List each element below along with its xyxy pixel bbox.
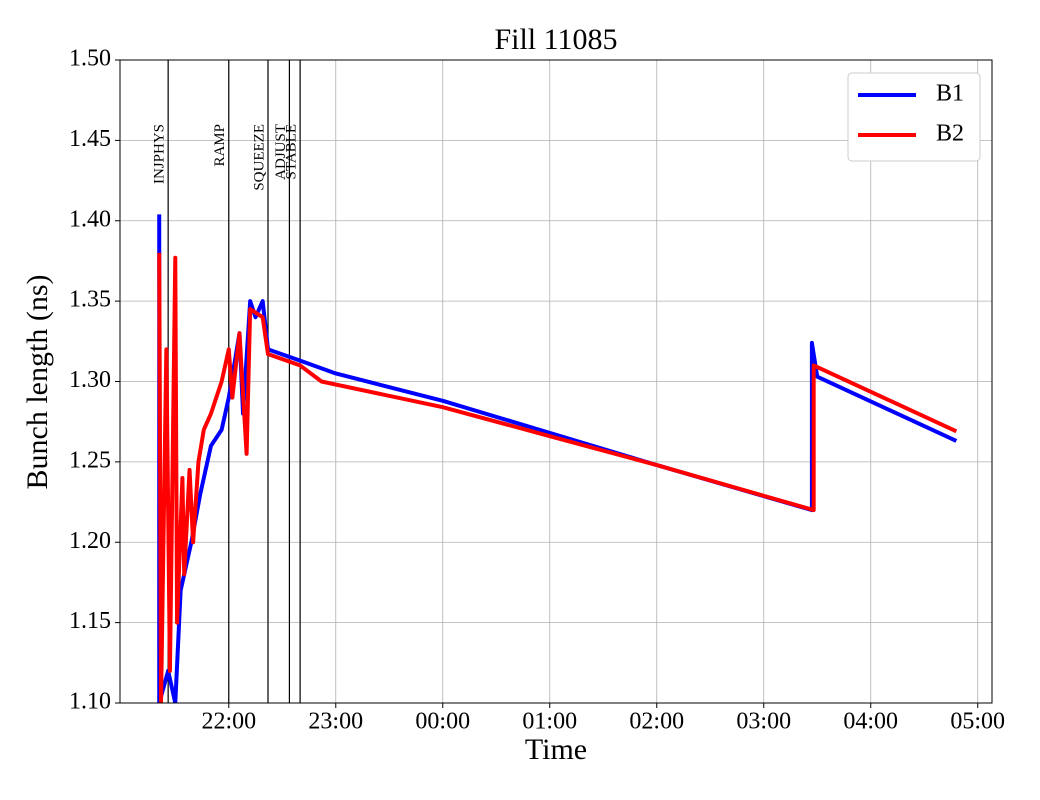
x-tick-label: 04:00 xyxy=(843,709,898,735)
x-tick-label: 23:00 xyxy=(308,709,363,735)
y-tick-label: 1.45 xyxy=(69,126,111,152)
y-tick-label: 1.40 xyxy=(69,206,111,232)
legend-label: B1 xyxy=(936,81,964,107)
line-series xyxy=(157,214,958,703)
phase-label: STABLE xyxy=(284,124,300,179)
legend-label: B2 xyxy=(936,121,964,147)
y-tick-label: 1.15 xyxy=(69,608,111,634)
y-axis-label: Bunch length (ns) xyxy=(21,275,54,490)
x-tick-label: 22:00 xyxy=(201,709,256,735)
x-tick-label: 01:00 xyxy=(522,709,577,735)
x-axis-label: Time xyxy=(525,733,587,766)
y-tick-label: 1.10 xyxy=(69,689,111,715)
y-tick-label: 1.30 xyxy=(69,367,111,393)
y-tick-label: 1.50 xyxy=(69,46,111,72)
y-tick-label: 1.25 xyxy=(69,447,111,473)
line-series xyxy=(157,252,958,703)
y-tick-label: 1.20 xyxy=(69,528,111,554)
phase-label: ADJUST xyxy=(273,124,289,180)
x-tick-label: 02:00 xyxy=(629,709,684,735)
x-tick-label: 03:00 xyxy=(736,709,791,735)
phase-label: INJPHYS xyxy=(152,124,168,184)
y-tick-label: 1.35 xyxy=(69,287,111,313)
phase-label: SQUEEZE xyxy=(251,124,267,191)
x-tick-label: 05:00 xyxy=(950,709,1005,735)
phase-label: RAMP xyxy=(212,124,228,167)
chart-title: Fill 11085 xyxy=(494,23,617,56)
plot-frame xyxy=(119,59,993,704)
x-tick-label: 00:00 xyxy=(415,709,470,735)
